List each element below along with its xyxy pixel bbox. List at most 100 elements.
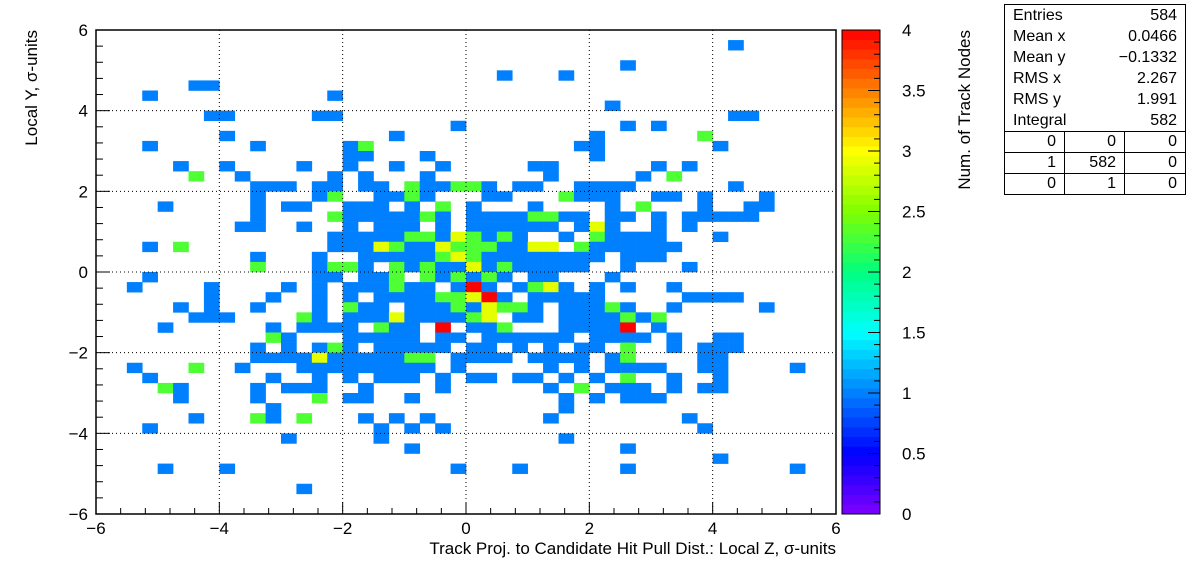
colorbar-band	[842, 494, 880, 505]
heatmap-cell	[296, 161, 313, 172]
stats-grid-cell: 1	[1005, 153, 1065, 174]
heatmap-cell	[373, 241, 390, 253]
heatmap-cell	[681, 261, 698, 273]
heatmap-cell	[296, 382, 313, 394]
stats-value: 0.0466	[1128, 28, 1177, 45]
heatmap-cell	[604, 362, 621, 374]
heatmap-cell	[573, 352, 590, 364]
heatmap-cell	[342, 241, 359, 253]
heatmap-cell	[327, 241, 343, 253]
heatmap-cell	[296, 413, 313, 424]
heatmap-cell	[728, 292, 744, 303]
colorbar-band	[842, 426, 880, 437]
heatmap-cell	[358, 241, 374, 253]
heatmap-cell	[589, 181, 606, 192]
heatmap-cell	[250, 261, 266, 273]
heatmap-cell	[543, 241, 559, 253]
heatmap-cell	[620, 352, 636, 364]
colorbar-band	[842, 242, 880, 254]
heatmap-cell	[558, 302, 575, 313]
heatmap-cell	[543, 171, 559, 182]
heatmap-cell	[558, 403, 575, 414]
heatmap-cell	[620, 282, 636, 293]
heatmap-cell	[481, 342, 498, 353]
heatmap-cell	[435, 181, 451, 192]
heatmap-cell	[543, 382, 559, 394]
heatmap-cell	[404, 231, 421, 243]
heatmap-cell	[697, 292, 713, 303]
heatmap-cell	[481, 282, 498, 293]
colorbar-band	[842, 252, 880, 263]
heatmap-cell	[620, 302, 636, 313]
heatmap-cell	[651, 211, 667, 222]
heatmap-cell	[527, 261, 544, 273]
heatmap-cell	[620, 342, 636, 353]
heatmap-cell	[265, 292, 282, 303]
x-axis-title: Track Proj. to Candidate Hit Pull Dist.:…	[429, 539, 836, 558]
x-axis: −6 −4 −2 0 2 4 6	[86, 502, 841, 538]
y-axis-title: Local Y, σ-units	[22, 30, 41, 146]
heatmap-cell	[388, 211, 405, 222]
heatmap-cell	[496, 211, 513, 222]
heatmap-cell	[466, 201, 482, 212]
heatmap-cell	[250, 191, 266, 202]
colorbar-band	[842, 78, 880, 89]
heatmap-cell	[728, 181, 744, 192]
heatmap-cell	[311, 393, 328, 404]
heatmap-cell	[543, 261, 559, 273]
heatmap-cell	[419, 272, 436, 283]
colorbar-band	[842, 88, 880, 99]
heatmap-cell	[666, 282, 683, 293]
stats-row: Integral 582	[1005, 110, 1185, 131]
heatmap-cell	[404, 282, 421, 293]
y-axis: −6 −4 −2 0 2 4 6	[69, 21, 110, 524]
heatmap-cell	[558, 352, 575, 364]
heatmap-cell	[512, 241, 528, 253]
y-tick-label: −2	[69, 344, 88, 363]
heatmap-cell	[388, 130, 405, 142]
heatmap-cell	[250, 251, 266, 263]
heatmap-cell	[219, 130, 236, 142]
heatmap-cell	[435, 312, 451, 323]
heatmap-cell	[712, 332, 729, 343]
heatmap-cell	[296, 312, 313, 323]
heatmap-cell	[604, 302, 621, 313]
heatmap-cells	[126, 40, 806, 495]
heatmap-cell	[604, 211, 621, 222]
heatmap-cell	[450, 282, 467, 293]
heatmap-cell	[651, 231, 667, 243]
heatmap-cell	[419, 251, 436, 263]
heatmap-cell	[604, 221, 621, 232]
heatmap-cell	[327, 90, 343, 101]
heatmap-cell	[512, 463, 528, 474]
heatmap-cell	[573, 312, 590, 323]
heatmap-cell	[435, 241, 451, 253]
heatmap-cell	[558, 312, 575, 323]
heatmap-cell	[512, 312, 528, 323]
heatmap-cell	[450, 251, 467, 263]
heatmap-cell	[296, 201, 313, 212]
y-tick-label: −4	[69, 424, 88, 443]
heatmap-cell	[543, 332, 559, 343]
heatmap-cell	[512, 282, 528, 293]
heatmap-cell	[435, 261, 451, 273]
heatmap-cell	[219, 161, 236, 172]
heatmap-cell	[527, 302, 544, 313]
heatmap-cell	[620, 362, 636, 374]
heatmap-cell	[481, 251, 498, 263]
heatmap-cell	[604, 100, 621, 111]
heatmap-cell	[142, 372, 158, 384]
heatmap-cell	[173, 393, 189, 404]
heatmap-cell	[666, 171, 683, 182]
heatmap-cell	[342, 393, 359, 404]
heatmap-cell	[604, 241, 621, 253]
heatmap-cell	[527, 332, 544, 343]
heatmap-cell	[558, 261, 575, 273]
heatmap-cell	[419, 151, 436, 162]
x-tick-label: 4	[708, 519, 717, 538]
heatmap-cell	[203, 80, 220, 91]
heatmap-cell	[681, 292, 698, 303]
heatmap-cell	[419, 413, 436, 424]
heatmap-cell	[358, 251, 374, 263]
heatmap-cell	[666, 241, 683, 253]
